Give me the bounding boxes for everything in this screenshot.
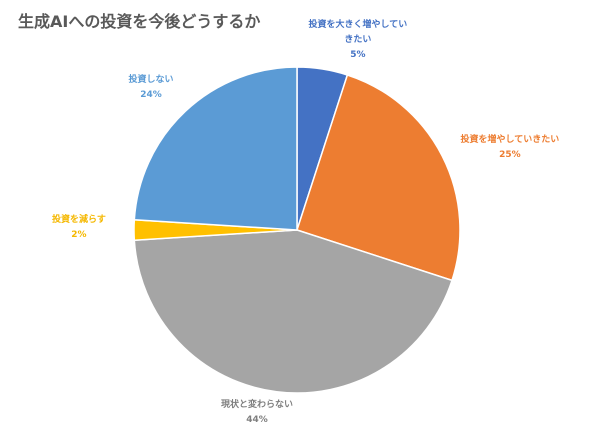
slice-percent: 24%: [140, 90, 162, 100]
slice-percent: 44%: [246, 415, 268, 425]
chart-title: 生成AIへの投資を今後どうするか: [18, 12, 261, 31]
slice-percent: 5%: [350, 50, 366, 60]
pie-slice: [296, 74, 461, 282]
slice-label: 投資を増やしていきたい 25%: [461, 133, 560, 163]
pie-slice: [133, 66, 298, 231]
slice-category: 投資を増やしていきたい: [460, 135, 560, 145]
slice-category: 投資しない: [128, 75, 174, 85]
slice-category: きたい: [344, 35, 372, 45]
slice-category: 投資を大きく増やしてい: [308, 20, 408, 30]
slice-label: 投資を大きく増やしてい きたい 5%: [309, 18, 408, 63]
slice-percent: 25%: [499, 150, 521, 160]
slice-label: 現状と変わらない 44%: [221, 398, 293, 428]
slice-percent: 2%: [71, 230, 87, 240]
slice-label: 投資しない 24%: [129, 73, 174, 103]
slice-category: 投資を減らす: [52, 215, 106, 225]
slice-label: 投資を減らす 2%: [52, 213, 106, 243]
slice-category: 現状と変わらない: [221, 400, 294, 410]
pie-slice: [133, 229, 453, 394]
